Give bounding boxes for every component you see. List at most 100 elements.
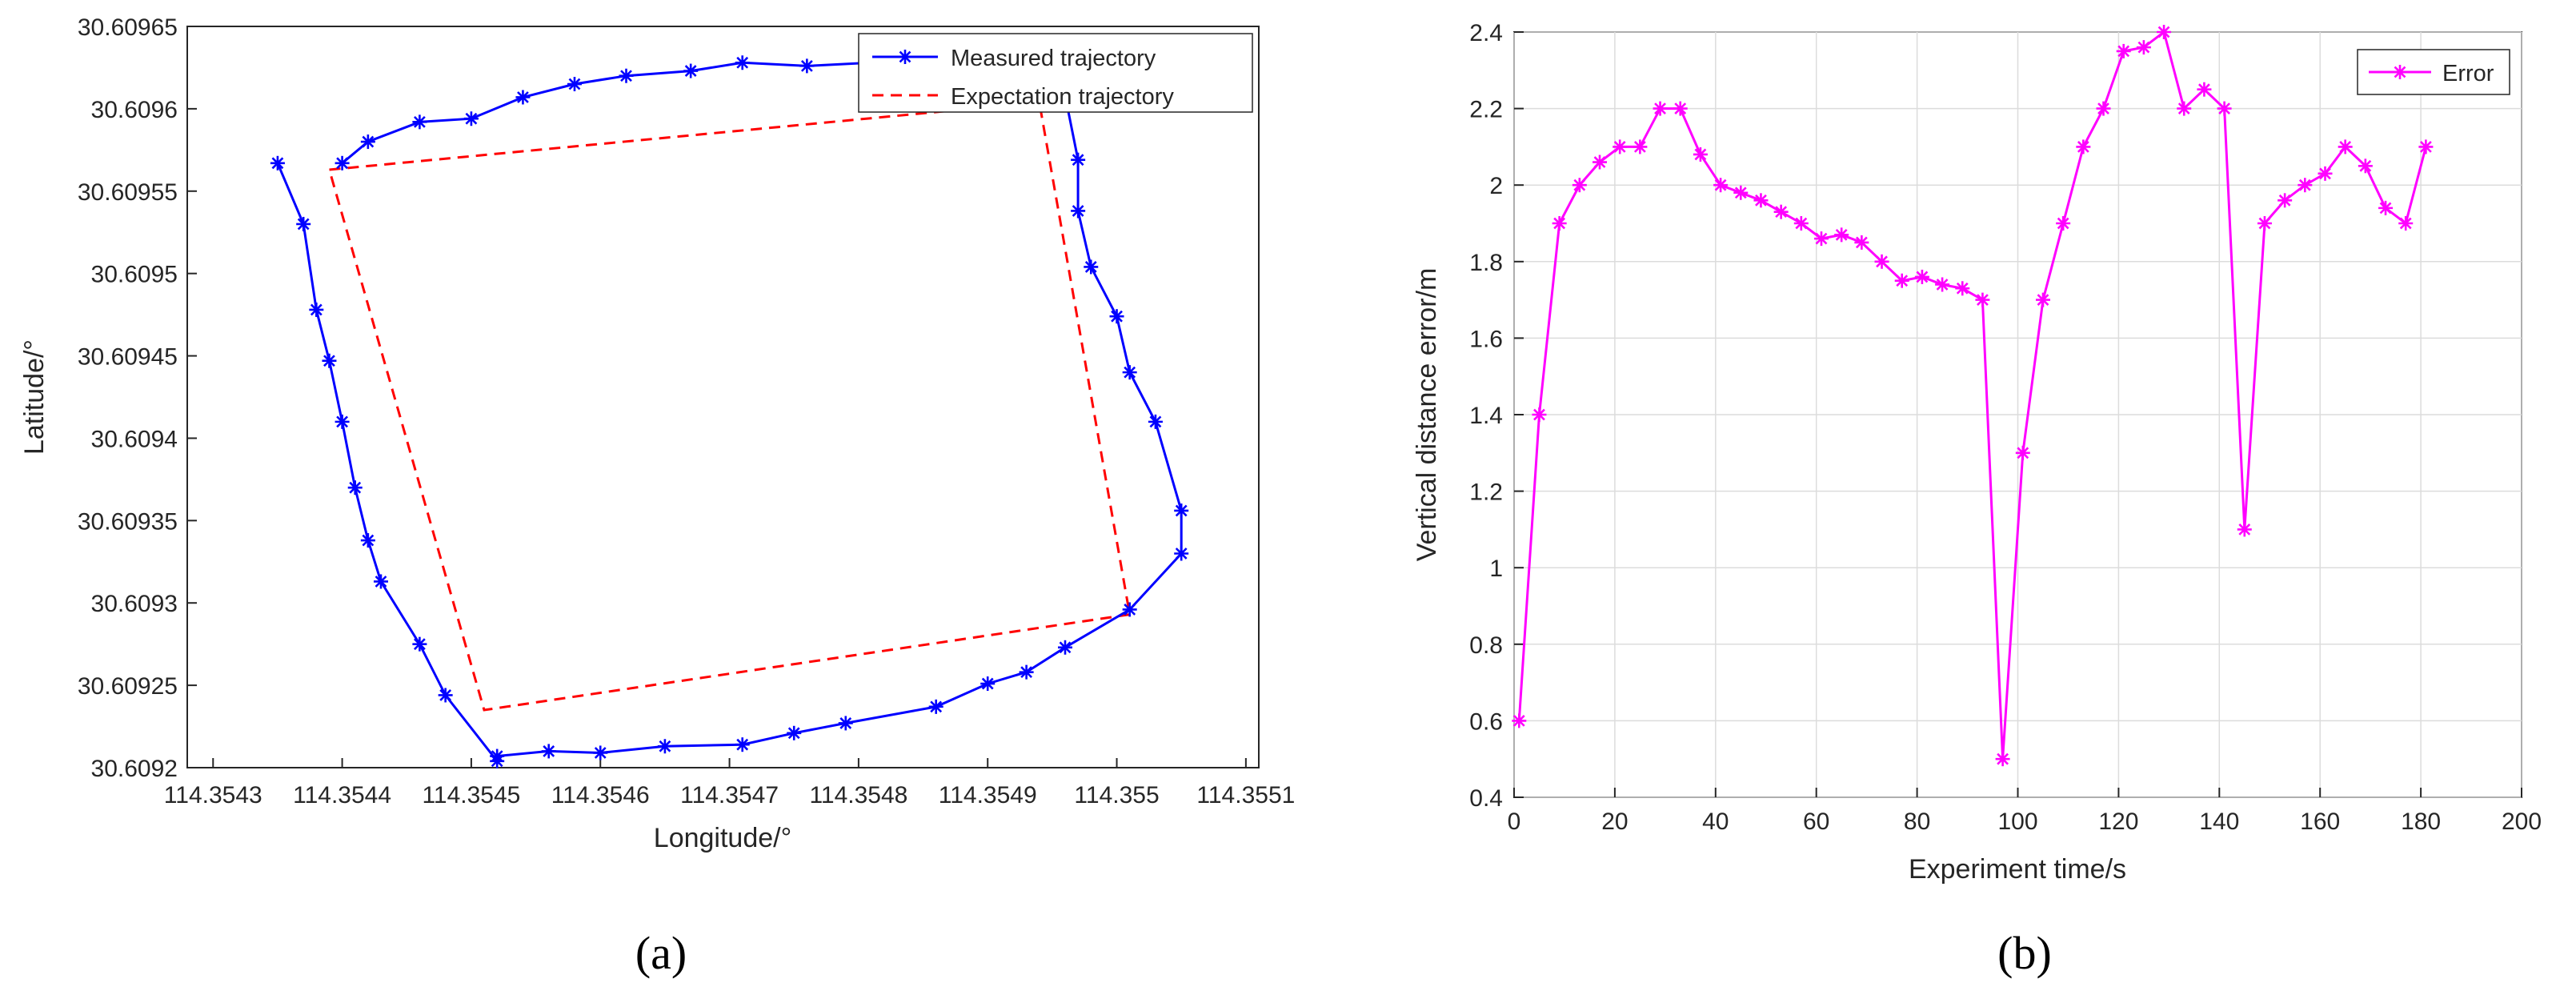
measured-point bbox=[270, 155, 285, 171]
chart-b-y-tick-label: 1.2 bbox=[1469, 479, 1503, 506]
chart-a-x-tick-label: 114.3549 bbox=[939, 782, 1037, 808]
error-point bbox=[1975, 292, 1990, 307]
error-point bbox=[1935, 277, 1950, 292]
chart-b-y-tick-label: 0.8 bbox=[1469, 632, 1503, 659]
chart-b-x-axis-label: Experiment time/s bbox=[1909, 854, 2126, 885]
error-point bbox=[1894, 273, 1909, 288]
chart-a-y-ticks: 30.6092 30.60925 30.6093 30.60935 30.6094 30.… bbox=[78, 14, 197, 782]
legend-error-label: Error bbox=[2442, 61, 2494, 86]
error-point bbox=[2318, 166, 2333, 181]
measured-point bbox=[296, 216, 311, 231]
chart-a-y-tick-label: 30.6093 bbox=[91, 591, 178, 617]
legend-error-marker bbox=[2393, 65, 2407, 79]
measured-point bbox=[1084, 259, 1099, 275]
error-point bbox=[2298, 178, 2313, 193]
chart-b: 0 20 40 60 80 100 120 140 160 180 200 0.4 0.6 0.8 1 1.… bbox=[1412, 20, 2542, 979]
chart-a-y-axis-label: Latitude/° bbox=[19, 339, 50, 455]
error-point bbox=[1753, 193, 1769, 208]
chart-a-y-tick-label: 30.60925 bbox=[78, 673, 178, 700]
error-point bbox=[2278, 193, 2293, 208]
chart-b-y-tick-label: 0.6 bbox=[1469, 708, 1503, 735]
chart-b-y-tick-label: 0.4 bbox=[1469, 785, 1503, 812]
chart-a-legend-box bbox=[858, 33, 1253, 113]
chart-a-x-ticks: 114.3543 114.3544 114.3545 114.3546 114.3547… bbox=[164, 758, 1295, 808]
measured-point bbox=[1019, 664, 1034, 680]
error-point bbox=[2338, 139, 2353, 154]
error-point bbox=[2076, 139, 2091, 154]
error-line bbox=[1517, 30, 2427, 760]
measured-point bbox=[309, 302, 324, 317]
error-point bbox=[2358, 158, 2373, 174]
error-point bbox=[2056, 216, 2071, 231]
measured-trajectory-line bbox=[276, 58, 1183, 765]
legend-expectation-label: Expectation trajectory bbox=[951, 84, 1174, 110]
legend-error-star bbox=[2393, 65, 2407, 79]
measured-point bbox=[683, 63, 699, 78]
error-point bbox=[2418, 139, 2434, 154]
measured-point bbox=[593, 745, 608, 760]
chart-b-x-tick-label: 80 bbox=[1904, 808, 1930, 835]
measured-point bbox=[335, 155, 350, 171]
chart-a-x-tick-label: 114.3547 bbox=[680, 782, 779, 808]
measured-point bbox=[1174, 546, 1189, 561]
measured-point bbox=[1122, 602, 1137, 617]
measured-point bbox=[799, 58, 815, 74]
chart-b-x-tick-label: 200 bbox=[2502, 808, 2542, 835]
chart-a-x-tick-label: 114.355 bbox=[1074, 782, 1159, 808]
error-point bbox=[2096, 101, 2111, 116]
measured-point bbox=[1109, 309, 1124, 324]
error-point bbox=[2177, 101, 2192, 116]
chart-b-grid bbox=[1513, 31, 2522, 798]
error-point bbox=[1693, 146, 1708, 162]
measured-point bbox=[412, 636, 427, 652]
chart-b-x-tick-label: 20 bbox=[1601, 808, 1628, 835]
measured-point bbox=[787, 725, 802, 740]
measured-point bbox=[735, 55, 750, 70]
chart-a-x-tick-label: 114.3543 bbox=[164, 782, 262, 808]
error-point bbox=[1592, 154, 1608, 170]
measured-point bbox=[541, 744, 556, 759]
measured-point bbox=[412, 114, 427, 130]
chart-b-legend: Error bbox=[2357, 49, 2510, 95]
chart-b-x-tick-label: 100 bbox=[1997, 808, 2037, 835]
chart-a-y-tick-label: 30.60945 bbox=[78, 344, 178, 371]
error-point bbox=[1874, 254, 1889, 269]
error-point bbox=[2217, 101, 2232, 116]
chart-b-y-tick-label: 1 bbox=[1489, 556, 1503, 582]
chart-a-y-tick-label: 30.6096 bbox=[91, 97, 178, 123]
measured-point bbox=[360, 134, 375, 150]
chart-b-x-ticks: 0 20 40 60 80 100 120 140 160 180 200 bbox=[1508, 788, 2542, 835]
chart-a-x-axis-label: Longitude/° bbox=[654, 823, 791, 853]
measured-point bbox=[1058, 640, 1073, 655]
chart-a-plot-area bbox=[186, 26, 1260, 768]
legend-measured-star bbox=[898, 50, 912, 64]
chart-b-x-tick-label: 140 bbox=[2199, 808, 2239, 835]
chart-a-series bbox=[270, 52, 1189, 768]
error-point bbox=[2257, 216, 2272, 231]
error-point bbox=[1532, 407, 1547, 422]
chart-a-y-tick-label: 30.6095 bbox=[91, 262, 178, 288]
chart-b-x-tick-label: 60 bbox=[1803, 808, 1829, 835]
error-point bbox=[1854, 235, 1869, 250]
chart-a-x-tick-label: 114.3548 bbox=[809, 782, 907, 808]
measured-point bbox=[373, 574, 388, 589]
error-point bbox=[1733, 185, 1749, 200]
chart-b-y-axis-label: Vertical distance error/m bbox=[1412, 268, 1442, 562]
chart-a-y-tick-label: 30.60955 bbox=[78, 179, 178, 206]
error-point bbox=[1995, 752, 2010, 767]
chart-b-y-tick-label: 1.8 bbox=[1469, 250, 1503, 276]
chart-b-y-tick-label: 2 bbox=[1489, 173, 1503, 199]
chart-b-x-tick-label: 0 bbox=[1508, 808, 1521, 835]
measured-point bbox=[335, 414, 350, 429]
measured-point bbox=[1071, 152, 1086, 167]
chart-a-caption: (a) bbox=[635, 927, 687, 979]
measured-point bbox=[347, 480, 363, 495]
legend-measured-marker bbox=[898, 50, 912, 64]
measured-point bbox=[657, 739, 672, 754]
chart-a-x-tick-label: 114.3546 bbox=[551, 782, 650, 808]
chart-a-y-tick-label: 30.60965 bbox=[78, 14, 178, 41]
chart-b-x-tick-label: 120 bbox=[2098, 808, 2138, 835]
measured-point bbox=[838, 716, 853, 731]
error-point bbox=[1713, 178, 1729, 193]
